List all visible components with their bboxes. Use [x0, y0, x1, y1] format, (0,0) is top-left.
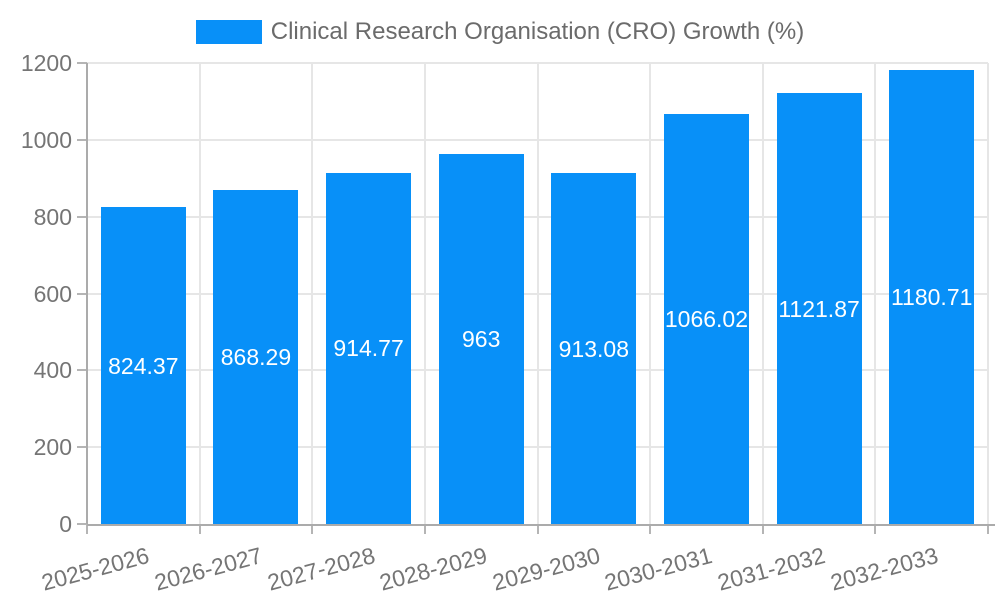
bar: [213, 190, 299, 524]
bar-value-label: 913.08: [558, 335, 629, 362]
x-tick: [987, 524, 989, 534]
x-gridline: [198, 63, 201, 524]
x-axis-line: [87, 524, 995, 526]
x-tick: [649, 524, 652, 534]
bar-value-label: 824.37: [108, 352, 179, 379]
y-tick: [77, 138, 87, 141]
y-tick: [77, 62, 87, 64]
bar: [551, 173, 637, 524]
x-gridline: [987, 63, 989, 524]
y-tick: [77, 215, 87, 218]
x-tick: [198, 524, 201, 534]
bar-value-label: 1066.02: [664, 306, 749, 333]
x-axis-tick-label: 2025-2026: [39, 542, 153, 596]
bar-value-label: 1121.87: [778, 295, 860, 322]
x-axis-tick-label: 2032-2033: [827, 542, 941, 596]
x-tick: [874, 524, 877, 534]
x-gridline: [874, 63, 877, 524]
x-axis-tick-label: 2030-2031: [602, 542, 716, 596]
x-tick: [536, 524, 539, 534]
x-tick: [761, 524, 764, 534]
bar-value-label: 868.29: [220, 344, 292, 371]
x-gridline: [311, 63, 314, 524]
x-axis-tick-label: 2026-2027: [151, 542, 265, 596]
bar: [438, 154, 524, 524]
y-tick: [77, 369, 87, 372]
legend-swatch: [195, 20, 262, 44]
y-tick: [77, 446, 87, 449]
y-axis-tick-label: 800: [33, 203, 72, 230]
legend-item[interactable]: Clinical Research Organisation (CRO) Gro…: [0, 19, 1000, 45]
bar: [889, 70, 975, 524]
bar: [663, 114, 749, 524]
y-axis-line: [86, 63, 88, 524]
x-tick: [311, 524, 314, 534]
x-gridline: [536, 63, 539, 524]
y-axis-tick-label: 1200: [20, 50, 72, 76]
y-axis-tick-label: 400: [33, 357, 72, 384]
y-axis-tick-label: 0: [59, 511, 72, 537]
y-tick: [77, 292, 87, 295]
bar: [326, 172, 412, 524]
x-axis-tick-label: 2029-2030: [489, 542, 603, 596]
x-axis-tick-label: 2028-2029: [376, 542, 490, 596]
x-axis-tick-label: 2027-2028: [264, 542, 378, 596]
y-tick: [77, 523, 87, 525]
bar-value-label: 914.77: [333, 335, 404, 362]
x-axis-tick-label: 2031-2032: [714, 542, 828, 596]
x-tick: [423, 524, 426, 534]
bar-value-label: 963: [462, 326, 501, 353]
legend-label: Clinical Research Organisation (CRO) Gro…: [270, 18, 805, 45]
bar-value-label: 1180.71: [890, 284, 973, 311]
x-gridline: [649, 63, 652, 524]
x-gridline: [761, 63, 764, 524]
x-tick: [86, 524, 88, 534]
bar: [776, 93, 862, 524]
bar: [100, 207, 186, 524]
x-gridline: [423, 63, 426, 524]
y-axis-tick-label: 1000: [20, 126, 72, 153]
y-axis-tick-label: 600: [33, 280, 72, 307]
y-axis-tick-label: 200: [33, 434, 72, 461]
